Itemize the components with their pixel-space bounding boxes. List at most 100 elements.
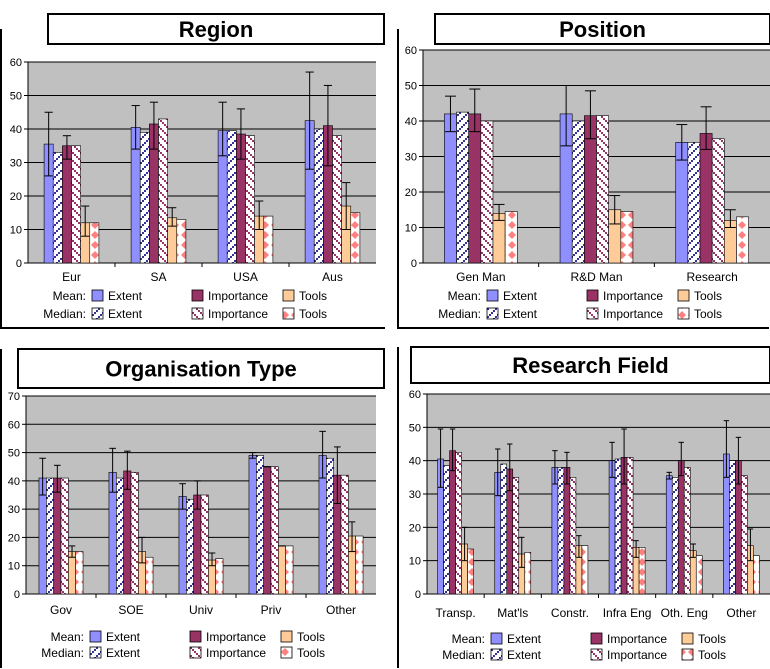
bar-median-extent-gen-man	[456, 111, 469, 264]
y-tick-label: 10	[10, 225, 22, 237]
bar-mean-importance-gov	[53, 477, 62, 595]
legend-swatch-median-tools	[280, 646, 293, 659]
bar-group-transp	[437, 428, 474, 595]
bar-group-mat-ls	[494, 443, 532, 595]
legend-item-mean-tools: Tools	[299, 289, 327, 303]
bar-median-importance-gov	[60, 477, 69, 595]
chart-title-box	[410, 346, 770, 384]
legend-swatch-mean-tools	[677, 289, 690, 302]
bar-median-extent-eur	[52, 152, 63, 264]
bar-median-importance-research	[711, 138, 725, 264]
x-tick-label-aus: Aus	[322, 270, 343, 284]
bar-median-tools-research	[736, 216, 749, 264]
bar-median-extent-usa	[226, 130, 237, 264]
y-tick-label: 10	[409, 556, 421, 568]
x-tick-label-other: Other	[726, 606, 756, 620]
legend-swatch-mean-importance	[586, 289, 599, 302]
y-tick-label: 60	[405, 45, 417, 57]
legend-swatch-median-importance	[191, 307, 204, 320]
y-tick-label: 50	[409, 422, 421, 434]
bar-group-eur	[43, 111, 100, 264]
bar-median-importance-gen-man	[480, 120, 494, 264]
legend-swatch-median-extent	[89, 646, 102, 659]
x-tick-label-eur: Eur	[62, 270, 81, 284]
bar-group-sa	[130, 101, 187, 264]
bar-mean-extent-oth-eng	[665, 475, 673, 595]
bar-median-tools-priv	[285, 545, 294, 595]
bar-median-tools-univ	[215, 558, 224, 595]
legend-item-mean-extent: Extent	[108, 289, 143, 303]
bar-median-tools-aus	[350, 212, 361, 264]
legend-mean-label: Mean:	[448, 289, 481, 303]
x-tick-label-gov: Gov	[50, 603, 72, 617]
bar-median-tools-sa	[176, 219, 187, 264]
chart-title: Research Field	[512, 353, 669, 378]
bar-median-extent-soe	[116, 477, 124, 595]
bar-median-importance-univ	[200, 494, 209, 595]
y-tick-label: 20	[409, 522, 421, 534]
bar-median-extent-aus	[313, 128, 324, 264]
y-tick-label: 0	[411, 258, 417, 270]
x-tick-label-oth-eng: Oth. Eng	[661, 606, 708, 620]
chart-organisation-type: Organisation Type 0 10 20 30 40 50 60 70 Gov SOE Un…	[0, 337, 386, 669]
bar-group-r-d-man	[559, 85, 634, 264]
bar-group-gen-man	[444, 88, 518, 264]
chart-title-box	[47, 13, 385, 45]
bar-group-univ	[178, 480, 224, 595]
chart-frame	[0, 29, 385, 329]
legend-item-median-tools: Tools	[297, 646, 325, 660]
legend-item-mean-extent: Extent	[106, 630, 141, 644]
legend-item-median-extent: Extent	[503, 307, 538, 321]
bar-mean-importance-oth-eng	[677, 460, 685, 595]
legend-median-label: Median:	[438, 307, 481, 321]
bar-median-tools-oth-eng	[695, 555, 703, 595]
bar-group-aus	[304, 71, 361, 264]
y-tick-label: 50	[10, 91, 22, 103]
y-tick-label: 30	[10, 158, 22, 170]
x-tick-label-univ: Univ	[189, 603, 213, 617]
legend-item-mean-tools: Tools	[694, 289, 722, 303]
y-tick-label: 0	[16, 258, 22, 270]
legend-swatch-median-importance	[586, 307, 599, 320]
chart-organisation-type-svg: Organisation Type 0 10 20 30 40 50 60 70 Gov SOE Un…	[0, 348, 385, 668]
bar-mean-importance-research	[699, 133, 713, 264]
bar-mean-importance-univ	[193, 494, 202, 595]
bar-median-extent-gov	[45, 477, 54, 595]
y-tick-label: 10	[405, 223, 417, 235]
y-tick-label: 40	[8, 476, 20, 488]
legend-item-median-extent: Extent	[507, 648, 542, 662]
y-tick-label: 40	[409, 456, 421, 468]
chart-position: Position 0 10 20 30 40 50 60 Gen Man R&D Man Resea…	[397, 0, 770, 330]
bar-median-importance-other	[340, 474, 349, 595]
bar-mean-extent-priv	[248, 455, 257, 595]
bar-group-priv	[248, 452, 294, 595]
chart-frame	[397, 29, 769, 329]
legend-item-median-importance: Importance	[607, 648, 667, 662]
legend-median-label: Median:	[442, 648, 485, 662]
legend-median-label: Median:	[43, 307, 86, 321]
x-tick-label-constr: Constr.	[551, 606, 589, 620]
legend-swatch-mean-tools	[681, 632, 694, 645]
bar-median-tools-transp	[467, 548, 474, 595]
bar-median-extent-other	[325, 457, 334, 595]
bar-mean-extent-gen-man	[444, 113, 457, 264]
chart-position-svg: Position 0 10 20 30 40 50 60 Gen Man R&D Man Resea…	[397, 13, 770, 329]
bar-median-importance-usa	[245, 135, 255, 264]
bar-median-importance-priv	[270, 466, 279, 595]
y-tick-label: 60	[8, 419, 20, 431]
legend-item-mean-extent: Extent	[507, 632, 542, 646]
legend-mean-label: Mean:	[452, 632, 485, 646]
bar-median-extent-mat-ls	[500, 463, 508, 595]
bar-group-soe	[108, 447, 154, 595]
bar-median-tools-other	[355, 535, 364, 595]
legend-swatch-median-extent	[490, 648, 503, 661]
legend-median-label: Median:	[41, 646, 84, 660]
y-tick-label: 60	[10, 57, 22, 69]
legend-item-median-extent: Extent	[108, 307, 143, 321]
bar-mean-tools-priv	[278, 545, 287, 595]
bar-median-importance-aus	[332, 135, 342, 264]
bar-mean-extent-infra-eng	[608, 460, 616, 595]
bar-mean-tools-gov	[68, 551, 76, 595]
legend-swatch-mean-extent	[490, 632, 503, 645]
chart-title-box	[434, 13, 770, 45]
